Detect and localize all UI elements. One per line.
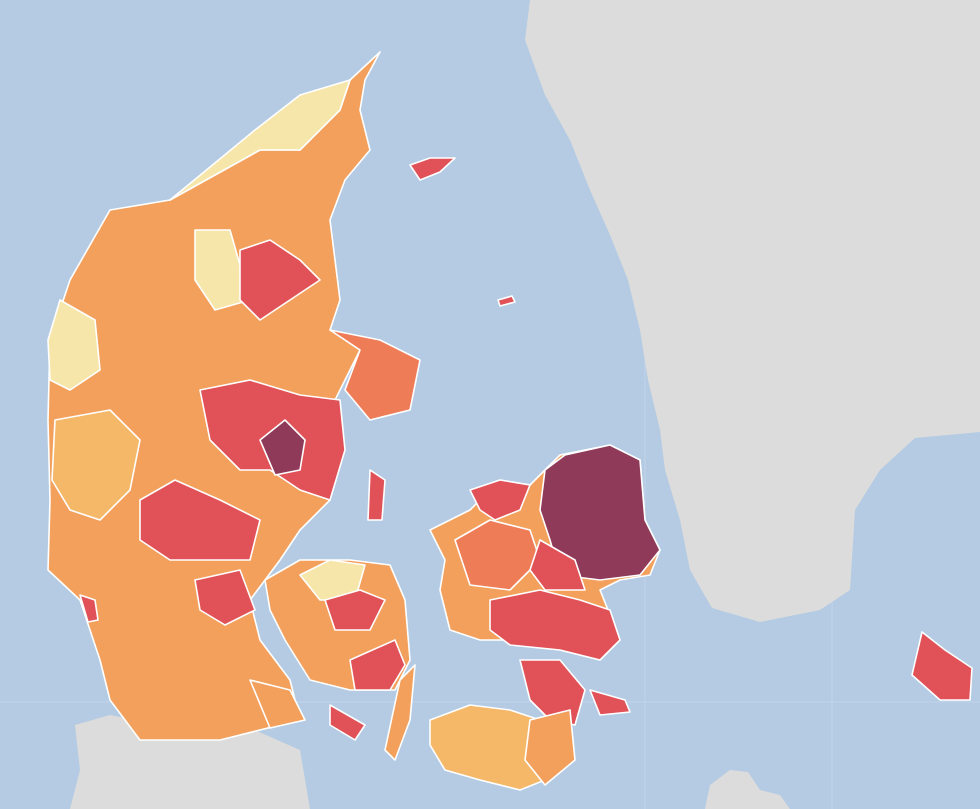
region-djursland[interactable] — [329, 329, 421, 421]
region-sonderborg[interactable] — [249, 679, 306, 729]
region-himmerland[interactable] — [239, 239, 321, 321]
region-moen[interactable] — [589, 689, 631, 716]
region-langeland[interactable] — [384, 664, 416, 761]
region-vejle[interactable] — [139, 479, 261, 561]
region-svendborg[interactable] — [349, 639, 406, 691]
region-fanoe[interactable] — [79, 594, 99, 623]
region-west-coast-mid[interactable] — [51, 409, 141, 521]
region-bornholm[interactable] — [911, 631, 973, 701]
region-odsherred[interactable] — [469, 479, 531, 521]
region-vendsyssel-west[interactable] — [194, 229, 251, 311]
municipalities — [47, 51, 973, 791]
region-zealand-south[interactable] — [489, 589, 621, 661]
region-west-coast-north[interactable] — [47, 299, 101, 391]
region-samso[interactable] — [367, 469, 386, 521]
region-falster-south[interactable] — [524, 709, 576, 786]
region-odense[interactable] — [324, 589, 386, 631]
region-laesoe[interactable] — [409, 157, 456, 181]
region-anholt[interactable] — [497, 295, 516, 307]
region-falster[interactable] — [519, 659, 586, 726]
region-kolding[interactable] — [194, 569, 256, 626]
region-aarhus[interactable] — [259, 419, 306, 476]
region-koege[interactable] — [529, 539, 586, 591]
region-capital[interactable] — [539, 444, 661, 581]
germany — [70, 715, 310, 809]
rugen — [705, 770, 790, 809]
region-thy[interactable] — [169, 79, 351, 201]
sweden — [525, 0, 980, 622]
region-aeroe[interactable] — [329, 704, 366, 741]
region-funen-north[interactable] — [299, 559, 366, 601]
neighbouring-land — [70, 0, 980, 809]
